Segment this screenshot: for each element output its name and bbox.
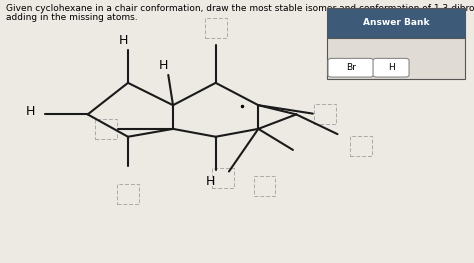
Bar [314,104,336,124]
Bar [205,18,227,38]
Bar [327,38,465,79]
Bar [327,8,465,38]
Bar [212,168,234,188]
Text: H: H [118,34,128,47]
Text: H: H [159,59,168,72]
FancyBboxPatch shape [328,58,374,77]
FancyBboxPatch shape [373,58,409,77]
Bar [117,184,139,204]
Text: H: H [206,175,216,188]
Bar [95,119,117,139]
Bar [350,136,372,156]
Bar [254,176,275,196]
Text: Answer Bank: Answer Bank [363,18,429,27]
Text: H: H [26,105,36,118]
Text: Given cyclohexane in a chair conformation, draw the most stable isomer and confo: Given cyclohexane in a chair conformatio… [6,4,474,13]
Text: adding in the missing atoms.: adding in the missing atoms. [6,13,137,22]
Text: H: H [388,63,394,72]
Text: Br: Br [346,63,356,72]
